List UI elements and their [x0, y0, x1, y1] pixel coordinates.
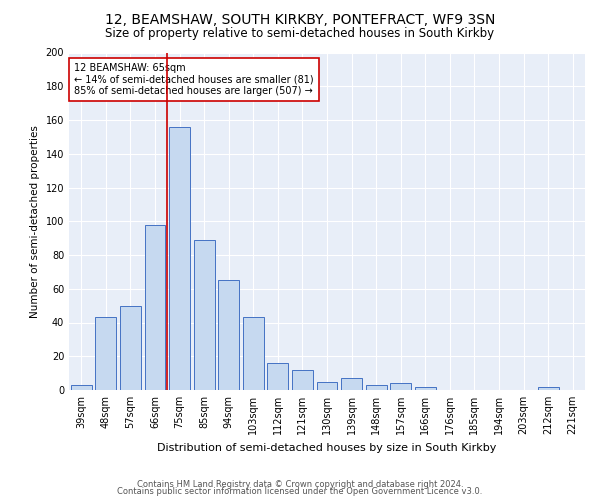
Bar [145, 224, 166, 390]
Bar [120, 306, 141, 390]
Y-axis label: Number of semi-detached properties: Number of semi-detached properties [30, 125, 40, 318]
Text: 12, BEAMSHAW, SOUTH KIRKBY, PONTEFRACT, WF9 3SN: 12, BEAMSHAW, SOUTH KIRKBY, PONTEFRACT, … [105, 12, 495, 26]
Bar [390, 383, 411, 390]
Text: Size of property relative to semi-detached houses in South Kirkby: Size of property relative to semi-detach… [106, 28, 494, 40]
Text: Contains public sector information licensed under the Open Government Licence v3: Contains public sector information licen… [118, 487, 482, 496]
Bar [194, 240, 215, 390]
Bar [243, 318, 264, 390]
X-axis label: Distribution of semi-detached houses by size in South Kirkby: Distribution of semi-detached houses by … [157, 442, 497, 452]
Bar [415, 386, 436, 390]
Bar [95, 318, 116, 390]
Text: 12 BEAMSHAW: 65sqm
← 14% of semi-detached houses are smaller (81)
85% of semi-de: 12 BEAMSHAW: 65sqm ← 14% of semi-detache… [74, 62, 314, 96]
Bar [317, 382, 337, 390]
Text: Contains HM Land Registry data © Crown copyright and database right 2024.: Contains HM Land Registry data © Crown c… [137, 480, 463, 489]
Bar [268, 363, 289, 390]
Bar [169, 126, 190, 390]
Bar [71, 385, 92, 390]
Bar [218, 280, 239, 390]
Bar [341, 378, 362, 390]
Bar [538, 386, 559, 390]
Bar [292, 370, 313, 390]
Bar [365, 385, 386, 390]
